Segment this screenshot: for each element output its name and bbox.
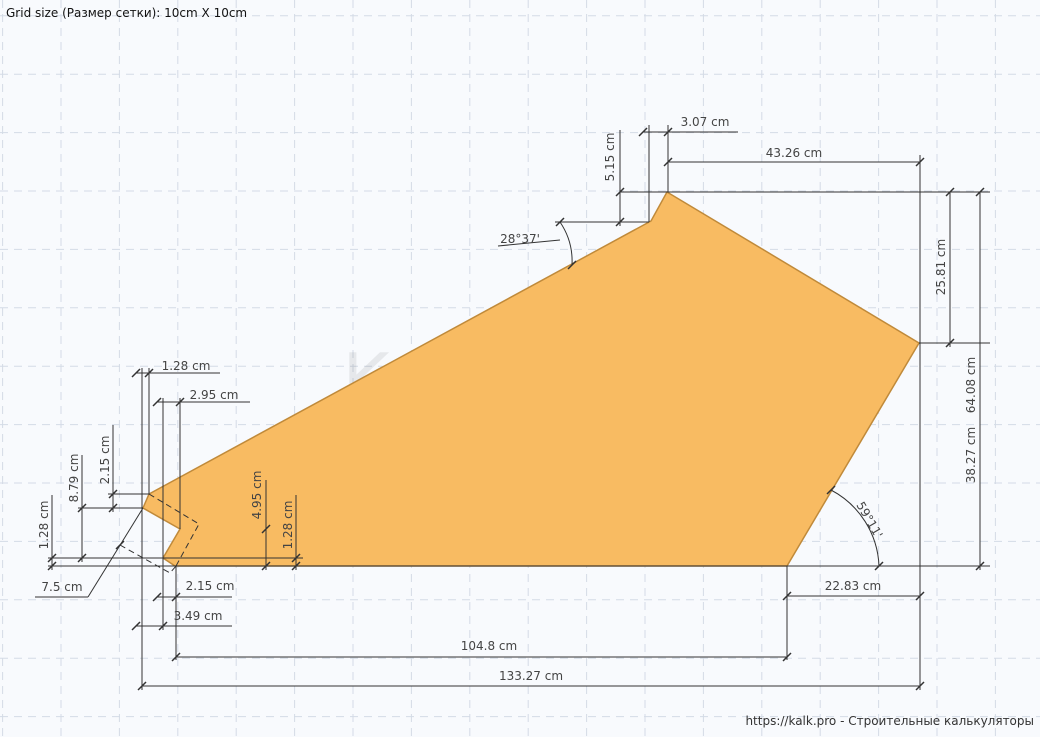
dimension-tick [158,621,168,631]
dimension-tick [915,681,925,691]
dimension-tick [555,217,565,227]
dimension-tick [975,187,985,197]
dimension-tick [782,591,792,601]
dimension-tick [826,485,836,495]
angle-arc [830,489,880,567]
label-right-lower-height: 38.27 cm [964,427,978,483]
footer-link[interactable]: https://kalk.pro - Строительные калькуля… [745,714,1034,728]
dimension-tick [945,187,955,197]
dimension-tick [663,127,673,137]
label-top-edge: 43.26 cm [766,146,822,160]
dimension-tick [144,368,154,378]
label-slant-length: 7.5 cm [41,580,82,594]
dimension-tick [261,561,271,571]
label-left-bottom-height: 1.28 cm [37,501,51,550]
dimension-tick [782,652,792,662]
dimension-tick [663,157,673,167]
dimension-tick [77,553,87,563]
dimension-lines [35,125,990,691]
label-bottom-left-offset: 3.49 cm [174,609,223,623]
label-bottom-width: 104.8 cm [461,639,517,653]
dimension-tick [261,524,271,534]
dimension-tick [137,681,147,691]
label-left-small-height: 2.15 cm [98,436,112,485]
hidden-edge [119,544,177,574]
dimension-line [87,507,144,598]
label-top-step-width: 3.07 cm [681,115,730,129]
dimension-tick [152,592,162,602]
label-left-mid-height: 8.79 cm [67,454,81,503]
dimension-tick [108,503,118,513]
dimension-tick [47,553,57,563]
dimension-tick [171,652,181,662]
dimension-tick [108,489,118,499]
dimension-tick [171,592,181,602]
label-notch-height: 4.95 cm [250,471,264,520]
angle-arc [559,221,573,266]
dimension-tick [115,540,125,550]
label-bottom-notch-offset: 2.15 cm [186,579,235,593]
dimension-line [497,239,561,247]
dimension-tick [131,621,141,631]
dimension-tick [945,338,955,348]
dimension-tick [615,187,625,197]
label-bottom-right-offset: 22.83 cm [825,579,881,593]
dimension-tick [915,591,925,601]
label-bottom-right-angle: 59°11' [853,499,885,541]
dimension-tick [567,260,577,270]
dimension-tick [152,397,162,407]
label-total-width: 133.27 cm [499,669,563,683]
label-top-step-height: 5.15 cm [603,133,617,182]
dimension-tick [291,561,301,571]
dimension-tick [131,368,141,378]
dimension-tick [175,397,185,407]
dimension-tick [975,561,985,571]
label-right-upper-height: 25.81 cm [934,239,948,295]
hidden-edge [148,493,200,567]
label-top-left-angle: 28°37' [500,232,540,246]
label-top-left-offset: 1.28 cm [162,359,211,373]
label-right-total-height: 64.08 cm [964,357,978,413]
grid-size-title: Grid size (Размер сетки): 10cm X 10cm [6,6,248,20]
dimension-tick [615,217,625,227]
dimension-tick [915,157,925,167]
dimension-tick [77,503,87,513]
dimension-tick [291,553,301,563]
dimension-tick [874,561,884,571]
dimension-tick [47,561,57,571]
label-bottom-step-right: 1.28 cm [281,501,295,550]
dimension-tick [638,127,648,137]
label-notch-depth: 2.95 cm [190,388,239,402]
